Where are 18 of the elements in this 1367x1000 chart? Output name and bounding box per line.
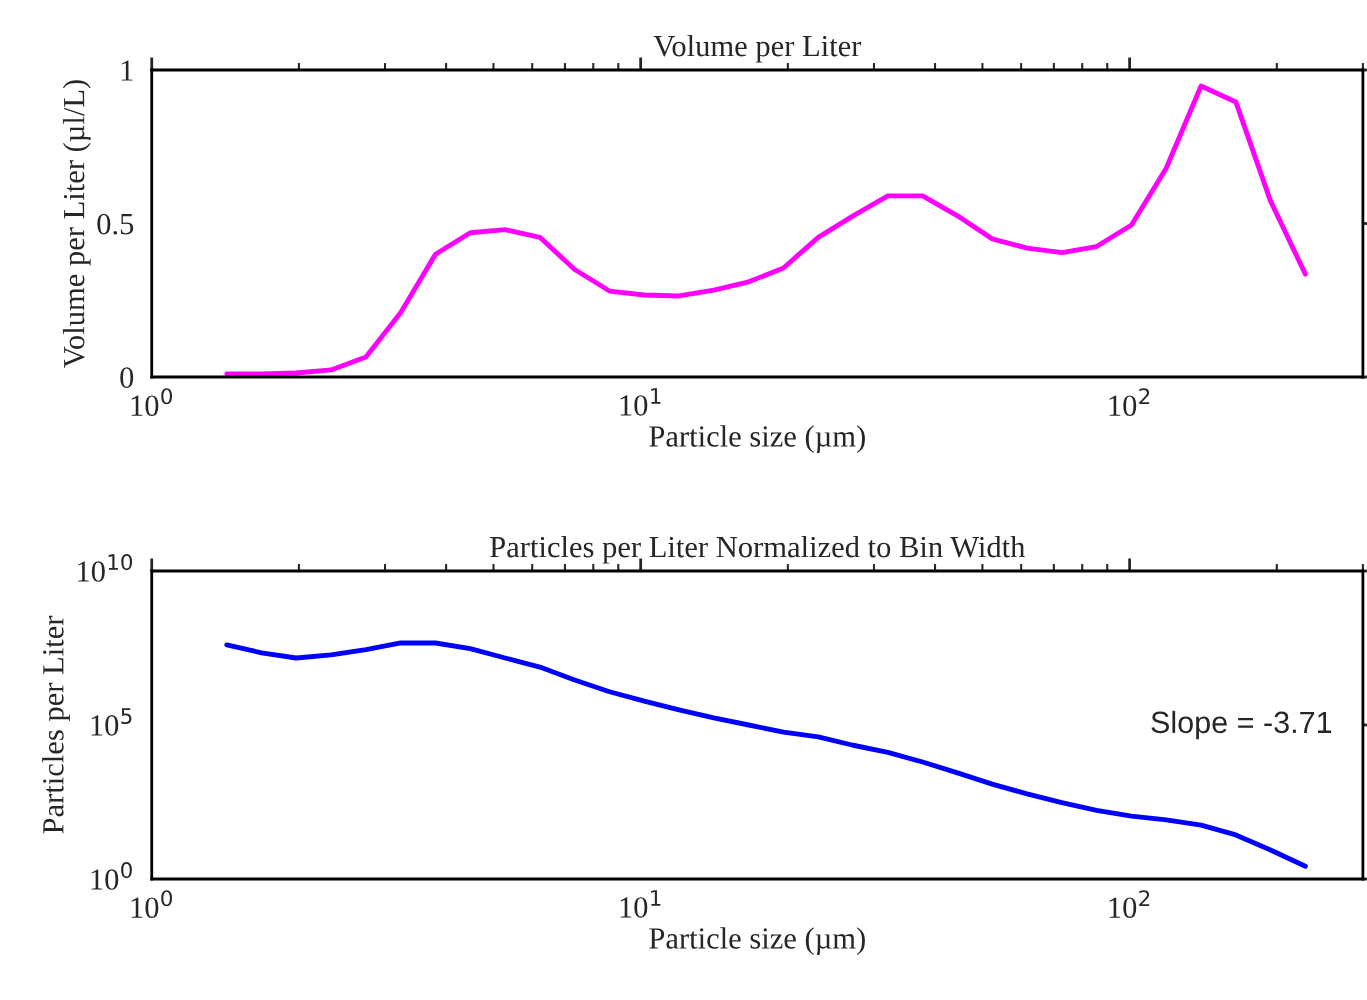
- x-tick-label: 10$^{1}$: [620, 890, 661, 918]
- x-axis-title: Particle size (µm): [649, 927, 865, 955]
- chart-title: Volume per Liter: [653, 34, 862, 63]
- y-tick-label: 0: [120, 367, 134, 388]
- chart-title: Particles per Liter Normalized to Bin Width: [490, 535, 1026, 564]
- line-series: [224, 83, 1308, 377]
- y-axis-title: Volume per Liter (µl/L): [62, 80, 91, 368]
- y-tick-label: 10$^{5}$: [91, 708, 132, 736]
- y-tick-label: 10$^{0}$: [91, 862, 132, 890]
- x-tick-label: 10$^{2}$: [1109, 388, 1150, 417]
- y-axis-title: Particles per Liter: [42, 615, 70, 834]
- x-axis-title: Particle size (µm): [649, 425, 865, 453]
- y-tick-label: 10$^{10}$: [78, 554, 133, 582]
- y-tick-label: 0.5: [97, 213, 134, 235]
- y-tick-label: 1: [121, 60, 133, 81]
- annotation: Slope = -3.71: [1151, 710, 1332, 740]
- x-tick-label: 10$^{1}$: [620, 388, 661, 416]
- x-tick-label: 10$^{2}$: [1109, 890, 1150, 919]
